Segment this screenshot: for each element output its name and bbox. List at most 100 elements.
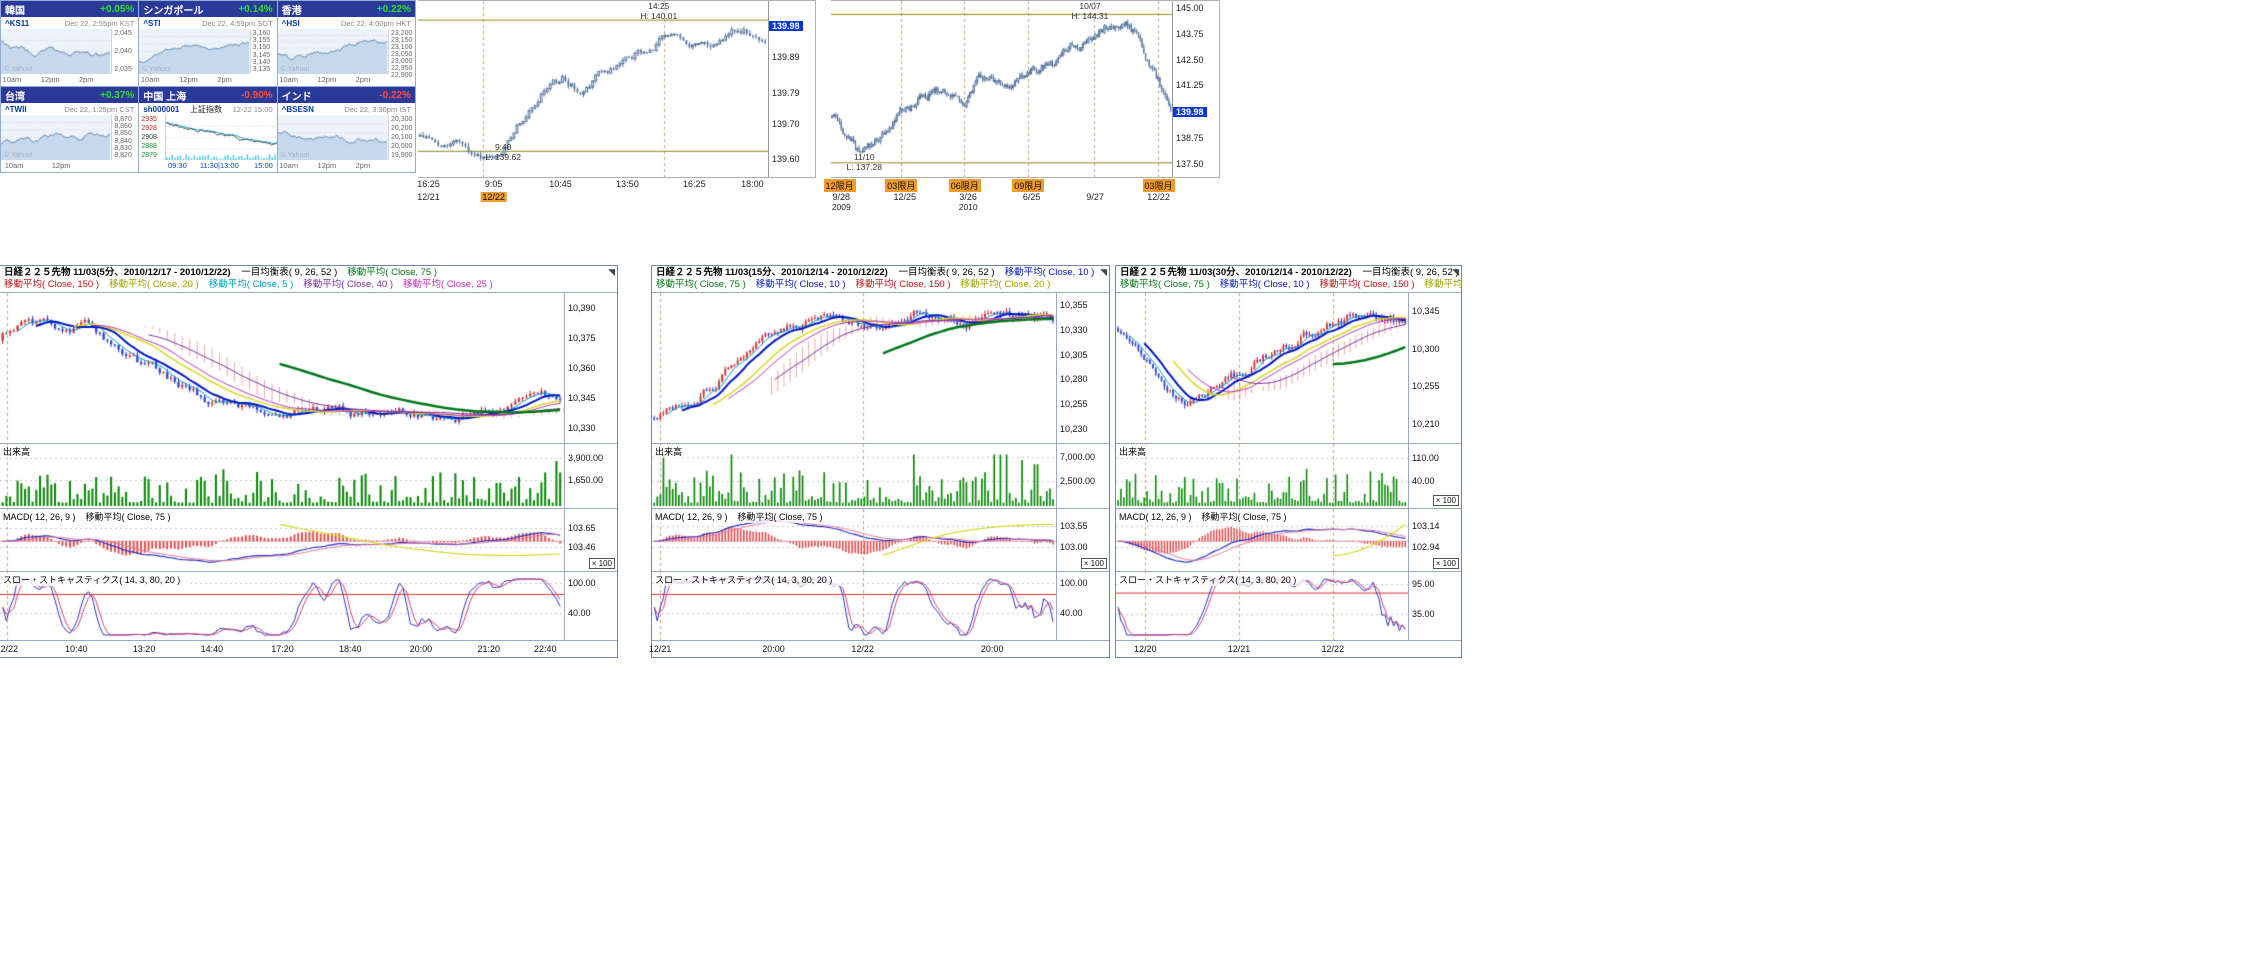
widget-subheader: ^TWII Dec 22, 1:25pm CST bbox=[1, 103, 139, 115]
price-chart-area: 10,355 10,330 10,305 10,280 10,255 10,230 bbox=[652, 293, 1109, 444]
y-axis-label: 19,900 bbox=[390, 152, 413, 159]
year-label: 2009 bbox=[831, 202, 851, 212]
volume-canvas[interactable] bbox=[652, 444, 1057, 508]
market-symbol-link[interactable]: ^HSI bbox=[281, 18, 300, 28]
x100-badge: × 100 bbox=[588, 558, 615, 569]
price-tick: 139.60 bbox=[772, 154, 800, 165]
mini-y-axis: 2935 2928 2908 2888 2879 bbox=[139, 115, 167, 160]
mini-chart-canvas[interactable] bbox=[277, 115, 387, 160]
stochastics-pane: スロー・ストキャスティクス( 14, 3, 80, 20 ) 100.00 40.… bbox=[0, 572, 617, 641]
low-annotation: 9:40 L: 139.62 bbox=[485, 143, 520, 163]
y-axis-label: 8,820 bbox=[114, 151, 132, 159]
price-axis: 10,355 10,330 10,305 10,280 10,255 10,230 bbox=[1056, 293, 1109, 443]
mini-chart-canvas[interactable] bbox=[277, 29, 387, 74]
price-tick: 10,390 bbox=[568, 303, 596, 313]
time-tick: 12/21 bbox=[1227, 644, 1251, 654]
volume-canvas[interactable] bbox=[1116, 444, 1409, 508]
market-symbol-link[interactable]: ^KS11 bbox=[5, 18, 30, 28]
market-widget-shanghai[interactable]: 中国 上海 -0.90% sh000001 上証指数 12-22 15:00 2… bbox=[139, 87, 278, 173]
contract-month-axis: 12限月 03限月 06限月 09限月 03限月 bbox=[823, 178, 1175, 192]
daily-candles-canvas[interactable] bbox=[831, 1, 1173, 177]
y-axis-label: 23,150 bbox=[390, 37, 413, 44]
mini-x-axis: 10am 12pm 2pm bbox=[1, 74, 111, 85]
tech-panel-30min[interactable]: 日経２２５先物 11/03(30分、2010/12/14 - 2010/12/2… bbox=[1115, 265, 1462, 658]
low-value: L: 137.28 bbox=[846, 162, 882, 173]
mini-y-axis: 3,160 3,155 3,150 3,145 3,140 3,135 bbox=[249, 29, 277, 74]
market-symbol-link[interactable]: ^BSESN bbox=[281, 104, 314, 114]
fx-intraday-chart-window[interactable]: 14:25 H: 140.01 9:40 L: 139.62 139.98 139… bbox=[417, 0, 816, 209]
market-widget-korea[interactable]: 韓国 +0.05% ^KS11 Dec 22, 2:55pm KST 2,045… bbox=[1, 1, 140, 87]
price-chart-canvas[interactable] bbox=[652, 293, 1057, 443]
y-axis-label: 2928 bbox=[141, 125, 157, 132]
price-axis: 10,390 10,375 10,360 10,345 10,330 bbox=[564, 293, 617, 443]
widget-subheader: sh000001 上証指数 12-22 15:00 bbox=[139, 103, 277, 115]
panel-resize-icon[interactable]: ◥ bbox=[1452, 267, 1459, 277]
price-tick: 139.79 bbox=[772, 87, 800, 98]
panel-resize-icon[interactable]: ◥ bbox=[1100, 267, 1107, 277]
price-tick: 10,255 bbox=[1412, 381, 1440, 391]
y-axis-label: 3,155 bbox=[252, 37, 271, 45]
market-widget-taiwan[interactable]: 台湾 +0.37% ^TWII Dec 22, 1:25pm CST 8,870… bbox=[1, 87, 140, 173]
volume-tick: 2,500.00 bbox=[1060, 476, 1096, 487]
legend-row-2: 移動平均( Close, 75 ) 移動平均( Close, 10 ) 移動平均( … bbox=[656, 279, 1105, 291]
time-tick: 12/22 bbox=[0, 644, 19, 654]
price-chart-canvas[interactable] bbox=[1116, 293, 1409, 443]
year-label: 2010 bbox=[958, 202, 978, 212]
time-tick: 22:40 bbox=[533, 644, 557, 654]
mini-chart-area: 2,045 2,040 2,035 © Yahoo! bbox=[1, 29, 139, 74]
macd-legend: 移動平均( Close, 75 ) bbox=[1201, 512, 1287, 522]
mini-chart-canvas[interactable] bbox=[1, 115, 111, 160]
price-tick: 145.00 bbox=[1176, 3, 1204, 14]
stochastics-tick: 95.00 bbox=[1412, 579, 1435, 590]
mini-chart-canvas[interactable] bbox=[139, 29, 249, 74]
indicator-legend: 移動平均( Close, 20 ) bbox=[1424, 279, 1461, 290]
x-axis-label: 10am bbox=[279, 75, 298, 84]
low-value: L: 139.62 bbox=[485, 152, 521, 163]
time-tick: 12/22 bbox=[1321, 644, 1345, 654]
market-widget-hongkong[interactable]: 香港 +0.22% ^HSI Dec 22, 4:00pm HKT 23,200… bbox=[277, 1, 416, 87]
panel-title-bar: 日経２２５先物 11/03(5分、2010/12/17 - 2010/12/22… bbox=[0, 266, 617, 293]
time-tick: 12/20 bbox=[1134, 644, 1157, 654]
yahoo-watermark: © Yahoo! bbox=[4, 152, 33, 159]
panel-resize-icon[interactable]: ◥ bbox=[608, 267, 615, 277]
index-name: 上証指数 bbox=[189, 104, 222, 114]
y-axis-label: 2,040 bbox=[114, 48, 132, 55]
widget-header: シンガポール +0.14% bbox=[139, 1, 277, 17]
fx-daily-chart-window[interactable]: 10/07 H: 144.31 11/10 L: 137.28 145.00 14… bbox=[823, 0, 1220, 212]
price-tick: 139.89 bbox=[772, 52, 800, 63]
mini-x-axis: 09:30 11:30|13:00 15:00 bbox=[166, 160, 277, 171]
price-tick: 10,345 bbox=[568, 393, 596, 403]
price-tick: 10,305 bbox=[1060, 349, 1088, 360]
tech-panel-15min[interactable]: 日経２２５先物 11/03(15分、2010/12/14 - 2010/12/2… bbox=[649, 265, 1110, 658]
widget-subheader: ^BSESN Dec 22, 3:30pm IST bbox=[277, 103, 415, 115]
macd-tick: 103.14 bbox=[1412, 521, 1440, 532]
macd-title: MACD( 12, 26, 9 ) 移動平均( Close, 75 ) bbox=[3, 510, 181, 523]
indicator-legend: 移動平均( Close, 75 ) bbox=[656, 279, 746, 290]
market-symbol-link[interactable]: sh000001 bbox=[143, 104, 180, 114]
indicator-legend: 移動平均( Close, 10 ) bbox=[1219, 279, 1310, 290]
market-change-pct: +0.05% bbox=[100, 3, 135, 15]
market-widget-india[interactable]: インド -0.22% ^BSESN Dec 22, 3:30pm IST 20,… bbox=[277, 87, 416, 173]
intraday-plot-area: 14:25 H: 140.01 9:40 L: 139.62 139.98 139… bbox=[418, 0, 816, 178]
indicator-legend: 移動平均( Close, 25 ) bbox=[403, 279, 493, 290]
volume-canvas[interactable] bbox=[0, 444, 565, 508]
volume-tick: 40.00 bbox=[1412, 476, 1435, 487]
price-chart-canvas[interactable] bbox=[0, 293, 565, 443]
price-tick: 142.50 bbox=[1176, 54, 1204, 65]
mini-chart-canvas[interactable] bbox=[166, 115, 277, 160]
high-time: 14:25 bbox=[648, 1, 670, 11]
x-axis-label: 15:00 bbox=[254, 161, 273, 170]
market-widget-singapore[interactable]: シンガポール +0.14% ^STI Dec 22, 4:59pm SGT 3,… bbox=[139, 1, 278, 87]
intraday-candles-canvas[interactable] bbox=[418, 1, 769, 177]
market-symbol-link[interactable]: ^STI bbox=[143, 18, 161, 28]
x-axis-label: 12pm bbox=[179, 75, 198, 84]
mini-chart-canvas[interactable] bbox=[1, 29, 111, 74]
market-symbol-link[interactable]: ^TWII bbox=[5, 104, 27, 114]
low-time: 9:40 bbox=[494, 142, 512, 153]
volume-tick: 3,900.00 bbox=[568, 453, 604, 464]
y-axis-label: 2935 bbox=[141, 116, 157, 123]
legend-row-2: 移動平均( Close, 75 ) 移動平均( Close, 10 ) 移動平均( … bbox=[1120, 279, 1461, 291]
x-axis-label: 2pm bbox=[355, 161, 371, 170]
y-axis-label: 3,140 bbox=[252, 58, 271, 66]
tech-panel-5min[interactable]: 日経２２５先物 11/03(5分、2010/12/17 - 2010/12/22… bbox=[0, 265, 618, 658]
